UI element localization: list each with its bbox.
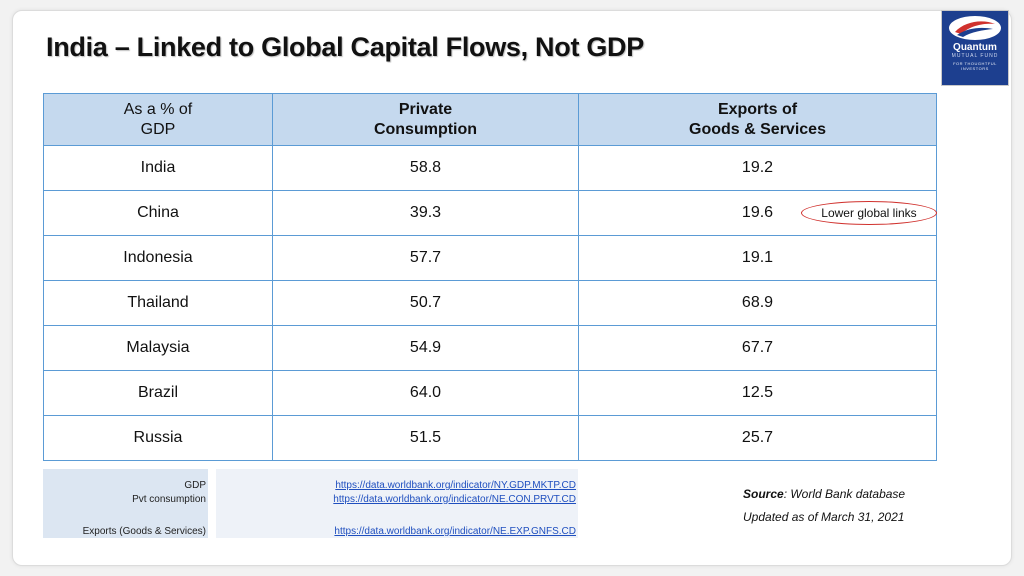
exports-cell: 12.5 bbox=[578, 370, 937, 416]
table-row: Russia 51.5 25.7 bbox=[43, 415, 937, 461]
source-label: Source bbox=[743, 487, 784, 501]
table-row: China 39.3 19.6 Lower global links bbox=[43, 190, 937, 236]
source-note: Source: World Bank database Updated as o… bbox=[743, 483, 905, 529]
exports-cell: 68.9 bbox=[578, 280, 937, 326]
consumption-cell: 58.8 bbox=[272, 145, 579, 191]
column-header-metric: As a % of GDP bbox=[43, 93, 273, 146]
consumption-cell: 50.7 bbox=[272, 280, 579, 326]
source-text: : World Bank database bbox=[783, 487, 906, 501]
consumption-cell: 51.5 bbox=[272, 415, 579, 461]
logo-subtitle: MUTUAL FUND bbox=[951, 53, 999, 59]
reference-row: Pvt consumption https://data.worldbank.o… bbox=[43, 491, 578, 507]
consumption-cell: 54.9 bbox=[272, 325, 579, 371]
exports-cell-with-annotation: 19.6 Lower global links bbox=[578, 190, 937, 236]
consumption-cell: 57.7 bbox=[272, 235, 579, 281]
slide-title: India – Linked to Global Capital Flows, … bbox=[46, 32, 644, 62]
reference-link[interactable]: https://data.worldbank.org/indicator/NE.… bbox=[216, 491, 578, 507]
country-cell: Thailand bbox=[43, 280, 273, 326]
reference-row: Exports (Goods & Services) https://data.… bbox=[43, 507, 578, 538]
country-cell: India bbox=[43, 145, 273, 191]
reference-label: Exports (Goods & Services) bbox=[43, 507, 208, 538]
consumption-cell: 64.0 bbox=[272, 370, 579, 416]
consumption-cell: 39.3 bbox=[272, 190, 579, 236]
country-cell: Russia bbox=[43, 415, 273, 461]
reference-links-table: GDP https://data.worldbank.org/indicator… bbox=[43, 469, 578, 538]
quantum-logo: Quantum MUTUAL FUND FOR THOUGHTFUL INVES… bbox=[941, 10, 1009, 86]
gdp-ratio-table: As a % of GDP Private Consumption Export… bbox=[43, 93, 937, 461]
table-row: Thailand 50.7 68.9 bbox=[43, 280, 937, 326]
column-header-exports: Exports of Goods & Services bbox=[578, 93, 937, 146]
reference-label: Pvt consumption bbox=[43, 491, 208, 507]
annotation-lower-global-links: Lower global links bbox=[801, 201, 937, 225]
updated-date: Updated as of March 31, 2021 bbox=[743, 510, 905, 524]
reference-label: GDP bbox=[43, 469, 208, 491]
table-header-row: As a % of GDP Private Consumption Export… bbox=[43, 93, 937, 146]
table-row: India 58.8 19.2 bbox=[43, 145, 937, 191]
source-line: Source: World Bank database bbox=[743, 483, 905, 506]
reference-link[interactable]: https://data.worldbank.org/indicator/NY.… bbox=[216, 469, 578, 491]
reference-link[interactable]: https://data.worldbank.org/indicator/NE.… bbox=[216, 507, 578, 538]
reference-row: GDP https://data.worldbank.org/indicator… bbox=[43, 469, 578, 491]
logo-swoosh-icon bbox=[949, 16, 1001, 40]
logo-tagline: FOR THOUGHTFUL INVESTORS bbox=[953, 61, 997, 71]
exports-value: 19.6 bbox=[741, 204, 774, 221]
country-cell: Indonesia bbox=[43, 235, 273, 281]
table-row: Malaysia 54.9 67.7 bbox=[43, 325, 937, 371]
column-header-consumption: Private Consumption bbox=[272, 93, 579, 146]
logo-name: Quantum bbox=[953, 42, 997, 53]
exports-cell: 19.2 bbox=[578, 145, 937, 191]
table-row: Indonesia 57.7 19.1 bbox=[43, 235, 937, 281]
country-cell: Malaysia bbox=[43, 325, 273, 371]
exports-cell: 67.7 bbox=[578, 325, 937, 371]
country-cell: China bbox=[43, 190, 273, 236]
exports-cell: 19.1 bbox=[578, 235, 937, 281]
exports-cell: 25.7 bbox=[578, 415, 937, 461]
table-row: Brazil 64.0 12.5 bbox=[43, 370, 937, 416]
country-cell: Brazil bbox=[43, 370, 273, 416]
